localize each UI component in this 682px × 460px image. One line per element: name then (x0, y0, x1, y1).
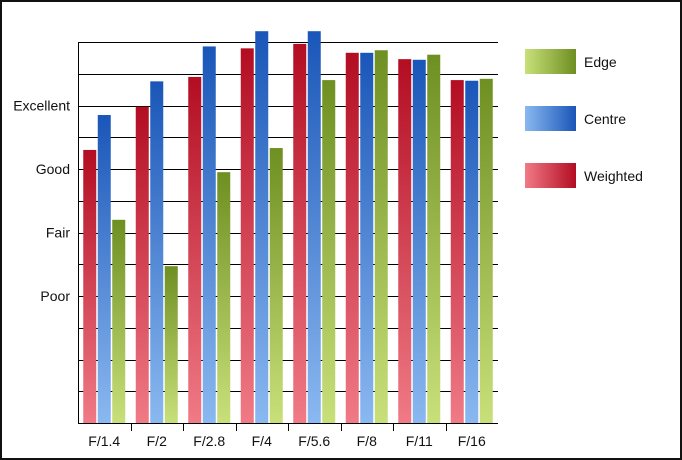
y-tick-label: Fair (46, 225, 70, 241)
bar-centre (202, 46, 216, 423)
bar-weighted (293, 43, 307, 423)
x-tick-label: F/16 (458, 433, 486, 449)
x-tick-label: F/4 (252, 433, 272, 449)
bar-weighted (135, 106, 149, 424)
bar-weighted (83, 149, 97, 423)
bar-weighted (345, 52, 359, 424)
legend: Edge Centre Weighted (525, 49, 643, 188)
x-tick-label: F/8 (357, 433, 377, 449)
bar-centre (255, 31, 269, 424)
bar-centre (307, 31, 321, 424)
bar-centre (360, 52, 374, 424)
y-tick-label: Good (36, 161, 70, 177)
bar-edge (112, 219, 126, 423)
bar-edge (217, 172, 231, 423)
y-tick-label: Poor (40, 288, 70, 304)
bar-edge (322, 80, 336, 423)
legend-label-centre: Centre (584, 111, 626, 127)
bar-edge (164, 266, 178, 423)
bar-weighted (398, 59, 412, 424)
legend-swatch-centre (525, 106, 576, 131)
bar-edge (479, 78, 493, 423)
legend-swatch-edge (525, 49, 576, 74)
x-tick-label: F/2.8 (193, 433, 225, 449)
bars (83, 31, 493, 424)
bar-edge (374, 50, 388, 423)
bar-weighted (450, 80, 464, 423)
legend-swatch-weighted (525, 163, 576, 188)
bar-weighted (188, 76, 202, 424)
bar-weighted (240, 48, 254, 423)
bar-centre (465, 80, 479, 424)
x-tick-label: F/5.6 (298, 433, 330, 449)
bar-centre (412, 59, 426, 423)
bar-edge (427, 54, 441, 423)
bar-centre (97, 115, 111, 424)
x-tick-label: F/11 (406, 433, 433, 449)
x-tick-label: F/2 (147, 433, 167, 449)
y-tick-label: Excellent (13, 98, 70, 114)
legend-label-weighted: Weighted (584, 168, 643, 184)
bar-centre (150, 81, 164, 424)
bar-edge (269, 148, 283, 424)
legend-label-edge: Edge (584, 54, 617, 70)
axes: Poor Fair Good Excellent F/1.4 F/2 F/2.8 F/4 F/5… (13, 42, 498, 449)
x-tick-label: F/1.4 (88, 433, 120, 449)
